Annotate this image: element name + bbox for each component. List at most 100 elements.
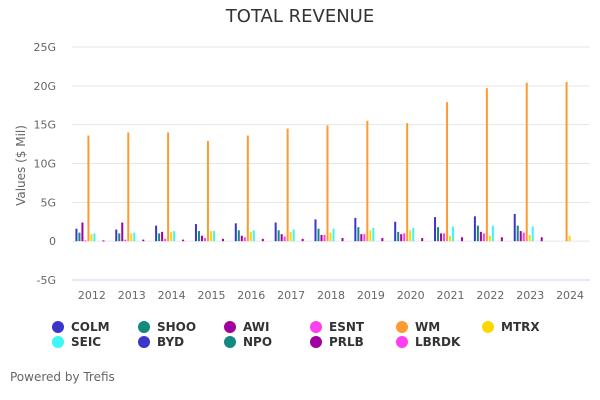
bar-prlb-2016[interactable] [261,238,264,242]
bar-mtrx-2020[interactable] [409,230,412,242]
bar-esnt-2014[interactable] [164,238,167,242]
bar-wm-2023[interactable] [525,82,528,242]
bar-colm-2016[interactable] [234,223,237,242]
bar-esnt-2021[interactable] [443,233,446,242]
bar-wm-2021[interactable] [446,102,449,242]
bar-awi-2012[interactable] [81,222,84,242]
bar-seic-2013[interactable] [133,232,136,242]
bar-seic-2015[interactable] [212,231,215,242]
bar-prlb-2020[interactable] [421,238,424,242]
bar-mtrx-2012[interactable] [90,234,93,242]
bar-wm-2017[interactable] [286,128,289,242]
bar-shoo-2023[interactable] [516,225,519,242]
bar-colm-2021[interactable] [434,217,437,242]
bar-prlb-2014[interactable] [182,239,185,242]
bar-mtrx-2015[interactable] [209,231,212,242]
bar-esnt-2015[interactable] [203,238,206,242]
bar-awi-2018[interactable] [320,234,323,242]
bar-mtrx-2023[interactable] [528,234,531,242]
bar-colm-2019[interactable] [354,217,357,242]
bar-esnt-2012[interactable] [84,240,87,242]
bar-colm-2020[interactable] [394,221,397,242]
bar-colm-2023[interactable] [513,213,516,242]
legend-item-colm[interactable]: COLM [52,320,110,334]
bar-awi-2016[interactable] [240,235,243,242]
bar-seic-2012[interactable] [93,233,96,242]
bar-mtrx-2014[interactable] [170,231,173,242]
bar-seic-2023[interactable] [531,226,534,242]
bar-colm-2014[interactable] [155,225,158,242]
bar-esnt-2017[interactable] [283,236,286,242]
bar-esnt-2023[interactable] [522,232,525,242]
legend-item-shoo[interactable]: SHOO [138,320,196,334]
bar-mtrx-2024[interactable] [568,235,571,242]
bar-wm-2019[interactable] [366,120,369,242]
bar-mtrx-2022[interactable] [488,235,491,242]
bar-colm-2017[interactable] [274,222,277,242]
bar-wm-2014[interactable] [167,132,170,242]
bar-wm-2018[interactable] [326,125,329,242]
bar-awi-2017[interactable] [280,234,283,242]
bar-awi-2013[interactable] [121,222,124,242]
legend-item-esnt[interactable]: ESNT [310,320,364,334]
bar-shoo-2013[interactable] [118,233,121,242]
bar-esnt-2020[interactable] [403,233,406,242]
bar-awi-2015[interactable] [200,235,203,242]
bar-prlb-2018[interactable] [341,238,344,242]
bar-awi-2014[interactable] [161,231,164,242]
bar-shoo-2020[interactable] [397,231,400,242]
bar-esnt-2016[interactable] [243,237,246,242]
bar-prlb-2013[interactable] [142,239,145,242]
legend-item-mtrx[interactable]: MTRX [482,320,540,334]
bar-esnt-2018[interactable] [323,234,326,242]
bar-wm-2013[interactable] [127,132,130,242]
bar-seic-2020[interactable] [412,227,415,242]
bar-seic-2018[interactable] [332,228,335,242]
bar-shoo-2012[interactable] [78,232,81,242]
bar-seic-2022[interactable] [491,225,494,242]
bar-shoo-2017[interactable] [277,230,280,242]
bar-colm-2015[interactable] [194,224,197,242]
bar-wm-2022[interactable] [485,88,488,242]
bar-colm-2012[interactable] [75,228,78,242]
bar-shoo-2014[interactable] [158,233,161,242]
bar-esnt-2019[interactable] [363,234,366,242]
bar-wm-2012[interactable] [87,135,90,242]
bar-shoo-2015[interactable] [197,231,200,242]
bar-shoo-2019[interactable] [357,227,360,242]
bar-prlb-2012[interactable] [102,240,105,242]
bar-colm-2018[interactable] [314,219,317,242]
bar-esnt-2013[interactable] [124,239,127,242]
legend-item-seic[interactable]: SEIC [52,335,101,349]
legend-item-awi[interactable]: AWI [224,320,269,334]
bar-seic-2021[interactable] [452,226,455,242]
bar-mtrx-2019[interactable] [369,230,372,242]
legend-item-lbrdk[interactable]: LBRDK [396,335,460,349]
bar-esnt-2022[interactable] [482,233,485,242]
bar-awi-2019[interactable] [360,234,363,242]
bar-seic-2016[interactable] [252,230,255,242]
bar-awi-2023[interactable] [519,231,522,242]
bar-colm-2013[interactable] [115,229,118,242]
bar-prlb-2021[interactable] [461,237,464,242]
bar-wm-2015[interactable] [206,140,209,242]
bar-mtrx-2016[interactable] [249,231,252,242]
bar-mtrx-2017[interactable] [289,231,292,242]
legend-item-byd[interactable]: BYD [138,335,184,349]
bar-colm-2022[interactable] [473,216,476,242]
bar-prlb-2017[interactable] [301,238,304,242]
legend-item-prlb[interactable]: PRLB [310,335,364,349]
bar-prlb-2015[interactable] [221,238,224,242]
bar-wm-2024[interactable] [565,81,568,242]
bar-wm-2016[interactable] [246,135,249,242]
bar-awi-2022[interactable] [479,231,482,242]
bar-shoo-2018[interactable] [317,228,320,242]
bar-shoo-2022[interactable] [476,225,479,242]
bar-seic-2019[interactable] [372,227,375,242]
bar-mtrx-2013[interactable] [130,233,133,242]
bar-awi-2021[interactable] [440,233,443,242]
bar-prlb-2019[interactable] [381,238,384,242]
bar-seic-2014[interactable] [173,231,176,242]
bar-mtrx-2021[interactable] [449,235,452,242]
bar-wm-2020[interactable] [406,123,409,242]
